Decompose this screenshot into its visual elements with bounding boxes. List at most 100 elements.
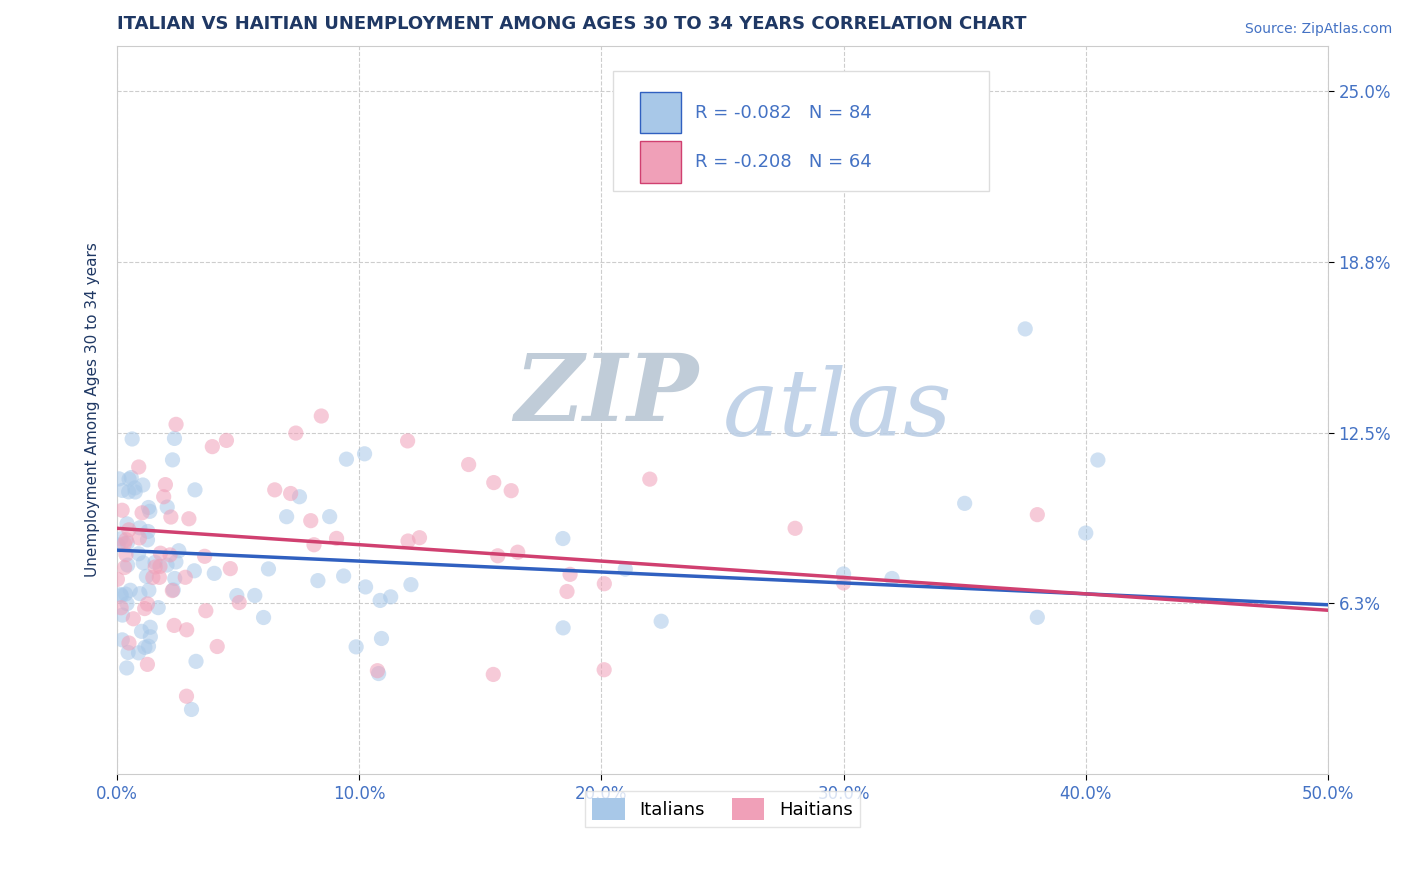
Point [115,661,138,675]
Point [202,566,225,581]
Point [506,545,529,559]
Point [1014,322,1036,336]
Point [551,532,574,546]
Point [165,555,187,569]
Point [128,521,150,535]
Point [132,556,155,570]
Point [159,548,181,562]
Point [396,434,419,448]
Point [194,604,217,618]
Point [176,623,198,637]
Point [128,547,150,561]
Point [134,640,156,655]
Point [205,640,228,654]
Point [399,577,422,591]
Point [638,472,661,486]
Point [149,546,172,560]
Point [129,587,152,601]
Point [120,470,142,484]
Point [138,500,160,515]
Point [110,589,132,603]
Point [288,490,311,504]
FancyBboxPatch shape [613,71,988,192]
Point [162,453,184,467]
Point [163,432,186,446]
Point [201,440,224,454]
Text: Source: ZipAtlas.com: Source: ZipAtlas.com [1244,22,1392,37]
Point [183,564,205,578]
Point [396,534,419,549]
Point [110,587,132,601]
Point [143,555,166,569]
Point [162,582,184,597]
Point [1026,610,1049,624]
Point [148,600,170,615]
Point [139,630,162,644]
Point [299,514,322,528]
Point [111,483,134,498]
Point [280,486,302,500]
Point [114,537,136,551]
Text: R = -0.082   N = 84: R = -0.082 N = 84 [695,103,872,121]
Point [318,509,340,524]
Point [558,567,581,582]
Point [105,572,128,586]
Point [177,512,200,526]
Point [311,409,333,423]
Point [482,475,505,490]
Point [110,532,132,546]
Point [136,524,159,539]
Point [174,570,197,584]
Point [138,583,160,598]
Point [325,532,347,546]
Point [107,538,129,552]
Point [111,608,134,623]
Point [128,531,150,545]
Point [785,521,807,535]
Point [457,458,479,472]
Point [132,478,155,492]
Point [1087,453,1109,467]
Point [149,559,172,574]
Point [1074,526,1097,541]
Point [252,610,274,624]
Point [108,472,131,486]
Point [117,484,139,499]
Point [110,600,132,615]
Point [155,477,177,491]
Point [139,620,162,634]
Point [142,570,165,584]
Point [367,666,389,681]
Y-axis label: Unemployment Among Ages 30 to 34 years: Unemployment Among Ages 30 to 34 years [86,243,100,577]
Point [880,572,903,586]
Point [167,543,190,558]
Point [354,580,377,594]
Point [228,596,250,610]
Point [284,426,307,441]
Point [593,576,616,591]
Point [307,574,329,588]
Point [114,560,136,574]
Point [302,538,325,552]
Point [136,533,159,547]
Point [115,533,138,547]
Text: ITALIAN VS HAITIAN UNEMPLOYMENT AMONG AGES 30 TO 34 YEARS CORRELATION CHART: ITALIAN VS HAITIAN UNEMPLOYMENT AMONG AG… [117,15,1026,33]
Point [111,503,134,517]
Point [122,612,145,626]
Point [131,624,153,639]
Point [120,583,142,598]
Point [118,636,141,650]
Text: ZIP: ZIP [515,351,699,441]
Point [225,589,247,603]
Point [117,558,139,572]
Point [184,483,207,497]
Point [184,654,207,668]
FancyBboxPatch shape [640,92,682,134]
Point [117,645,139,659]
Point [482,667,505,681]
Point [276,509,298,524]
Point [370,632,392,646]
Point [820,166,842,180]
Point [136,657,159,672]
Point [124,481,146,495]
